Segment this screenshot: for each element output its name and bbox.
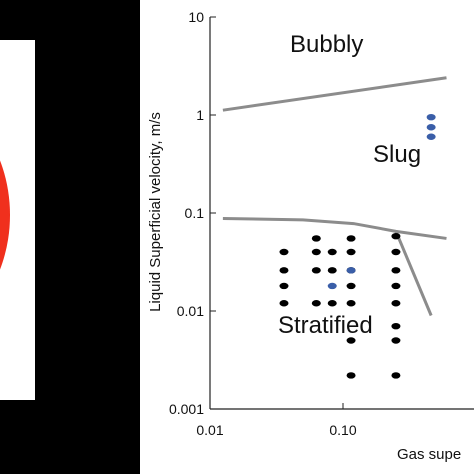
black-data-point <box>327 248 337 256</box>
blue-data-point <box>426 124 436 131</box>
black-data-point <box>346 300 356 307</box>
y-tick-label: 10 <box>188 9 204 25</box>
blue-data-point <box>426 133 436 140</box>
chart-panel: 0.001 0.01 0.1 1 10 0.01 0.10 Bubbly Slug Strati… <box>140 0 474 474</box>
black-data-point <box>311 267 321 274</box>
x-tick-label: 0.01 <box>196 422 223 438</box>
regime-boundary-line <box>394 230 433 317</box>
black-data-point <box>311 248 321 256</box>
black-data-point <box>391 372 401 379</box>
left-image-panel <box>0 0 140 474</box>
black-data-point <box>279 248 289 256</box>
black-data-point <box>311 300 321 307</box>
black-data-point <box>279 267 289 274</box>
blue-data-point <box>426 113 436 121</box>
region-label-stratified: Stratified <box>278 312 373 339</box>
y-axis-label: Liquid Superficial velocity, m/s <box>147 112 164 312</box>
blue-data-point <box>327 282 337 290</box>
y-tick-label: 1 <box>196 107 204 123</box>
y-tick-label: 0.001 <box>169 401 204 417</box>
region-label-slug: Slug <box>373 141 421 168</box>
black-data-point <box>391 300 401 307</box>
black-data-point <box>346 248 356 256</box>
black-data-point <box>346 337 356 344</box>
black-data-point <box>391 322 401 330</box>
black-data-point <box>391 232 401 240</box>
black-data-point <box>279 282 289 290</box>
black-data-point <box>327 300 337 307</box>
region-label-bubbly: Bubbly <box>290 31 363 58</box>
boundary-lines <box>222 76 447 317</box>
y-tick-label: 0.01 <box>177 303 204 319</box>
blue-data-point <box>346 267 356 274</box>
black-data-point <box>279 300 289 307</box>
black-data-point <box>391 282 401 290</box>
x-tick-label: 0.10 <box>329 422 356 438</box>
x-axis-label: Gas supe <box>397 446 461 463</box>
black-data-point <box>327 267 337 274</box>
data-points <box>279 113 436 379</box>
region-labels: Bubbly Slug Stratified <box>278 31 421 339</box>
black-data-point <box>346 372 356 379</box>
flow-regime-chart: 0.001 0.01 0.1 1 10 0.01 0.10 Bubbly Slug Strati… <box>147 9 474 463</box>
black-data-point <box>391 248 401 256</box>
regime-boundary-line <box>222 76 447 112</box>
black-data-point <box>346 235 356 242</box>
regime-boundary-line <box>222 216 447 240</box>
black-data-point <box>346 282 356 290</box>
y-tick-label: 0.1 <box>185 205 205 221</box>
black-data-point <box>391 267 401 274</box>
black-data-point <box>311 235 321 242</box>
red-disc <box>0 90 10 340</box>
plot-frame <box>209 17 474 410</box>
left-image-frame <box>0 40 35 400</box>
tick-labels: 0.001 0.01 0.1 1 10 0.01 0.10 <box>169 9 357 438</box>
black-data-point <box>391 337 401 344</box>
